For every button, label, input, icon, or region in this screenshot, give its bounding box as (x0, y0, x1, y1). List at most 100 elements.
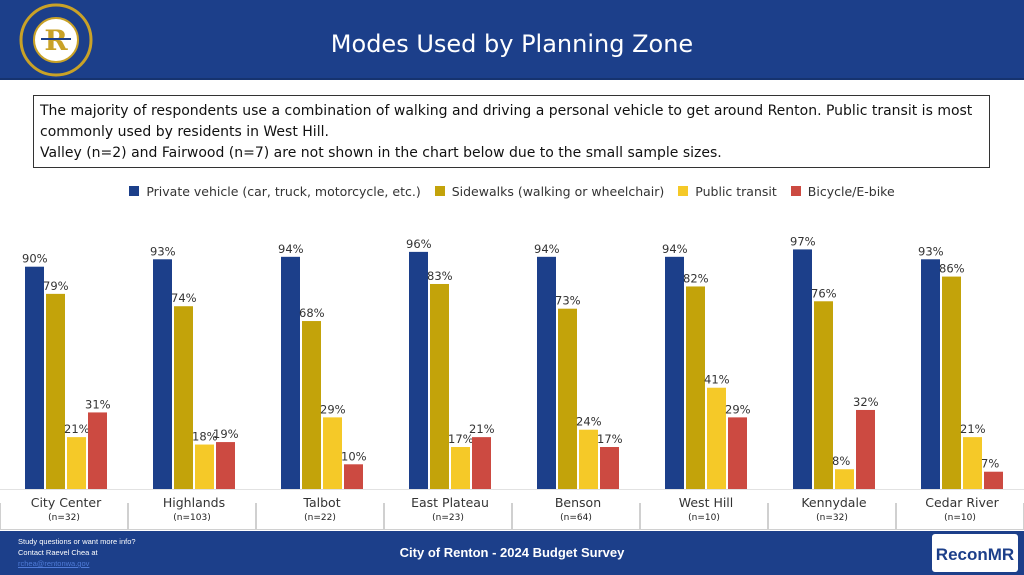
sample-size-cedar-river: (n=10) (896, 503, 1024, 530)
svg-text:ReconMR: ReconMR (936, 545, 1014, 564)
data-label-talbot-sidewalks: 68% (299, 306, 325, 320)
legend-item-private-vehicle: Private vehicle (car, truck, motorcycle,… (129, 183, 421, 199)
chart-legend: Private vehicle (car, truck, motorcycle,… (0, 182, 1024, 200)
data-label-benson-private-vehicle: 94% (534, 242, 560, 256)
data-label-east-plateau-public-transit: 17% (448, 432, 474, 446)
data-label-city-center-public-transit: 21% (64, 422, 90, 436)
data-label-city-center-private-vehicle: 90% (22, 252, 48, 266)
category-label-benson: Benson (555, 495, 601, 510)
bar-benson-private-vehicle (537, 256, 556, 489)
data-label-east-plateau-bicycle: 21% (469, 422, 495, 436)
sample-size-highlands: (n=103) (128, 503, 256, 530)
bar-talbot-sidewalks (302, 321, 321, 489)
category-label-city-center: City Center (31, 495, 102, 510)
data-label-city-center-bicycle: 31% (85, 397, 111, 411)
data-label-kennydale-private-vehicle: 97% (790, 234, 816, 248)
bar-city-center-public-transit (67, 437, 86, 489)
note-line-2: commonly used by residents in West Hill. (40, 124, 329, 140)
bar-cedar-river-private-vehicle (921, 259, 940, 489)
bar-west-hill-bicycle (728, 417, 747, 489)
legend-swatch-public-transit (678, 186, 689, 196)
bar-east-plateau-public-transit (451, 447, 470, 489)
data-label-highlands-bicycle: 19% (213, 427, 239, 441)
legend-label-sidewalks: Sidewalks (walking or wheelchair) (451, 183, 665, 199)
note-line-1: The majority of respondents use a combin… (40, 103, 973, 119)
bar-west-hill-sidewalks (686, 286, 705, 489)
sample-size-talbot: (n=22) (256, 503, 384, 530)
header-bar: R Modes Used by Planning Zone (0, 0, 1024, 80)
bar-highlands-sidewalks (174, 306, 193, 489)
bar-kennydale-private-vehicle (793, 249, 812, 489)
bar-west-hill-public-transit (707, 387, 726, 489)
bar-highlands-bicycle (216, 442, 235, 489)
category-label-talbot: Talbot (302, 495, 340, 510)
legend-label-bicycle: Bicycle/E-bike (807, 183, 895, 199)
bar-talbot-bicycle (344, 464, 363, 489)
data-label-talbot-private-vehicle: 94% (278, 242, 304, 256)
data-label-cedar-river-bicycle: 7% (981, 457, 999, 471)
bar-benson-sidewalks (558, 308, 577, 489)
data-label-highlands-public-transit: 18% (192, 430, 218, 444)
data-label-west-hill-public-transit: 41% (704, 373, 730, 387)
legend-swatch-sidewalks (434, 186, 445, 196)
sample-size-east-plateau: (n=23) (384, 503, 512, 530)
data-label-city-center-sidewalks: 79% (43, 279, 69, 293)
bar-talbot-private-vehicle (281, 256, 300, 489)
note-line-3: Valley (n=2) and Fairwood (n=7) are not … (40, 145, 722, 161)
bar-city-center-bicycle (88, 412, 107, 489)
footer-survey-title: City of Renton - 2024 Budget Survey (399, 545, 625, 560)
city-of-renton-logo: R (19, 3, 93, 77)
category-label-west-hill: West Hill (679, 495, 734, 510)
bar-east-plateau-private-vehicle (409, 251, 428, 489)
data-label-west-hill-sidewalks: 82% (683, 271, 709, 285)
data-label-west-hill-bicycle: 29% (725, 402, 751, 416)
sample-size-west-hill: (n=10) (640, 503, 768, 530)
bar-benson-public-transit (579, 429, 598, 489)
sample-size-city-center: (n=32) (0, 503, 128, 530)
bar-cedar-river-sidewalks (942, 276, 961, 489)
data-label-kennydale-bicycle: 32% (853, 395, 879, 409)
bar-talbot-public-transit (323, 417, 342, 489)
contact-line-2: Contact Raevel Chea at (18, 548, 98, 557)
legend-swatch-private-vehicle (129, 186, 140, 196)
bar-kennydale-bicycle (856, 409, 875, 489)
bar-highlands-public-transit (195, 444, 214, 489)
data-label-benson-sidewalks: 73% (555, 294, 581, 308)
data-label-benson-bicycle: 17% (597, 432, 623, 446)
data-label-cedar-river-sidewalks: 86% (939, 262, 965, 276)
data-label-talbot-bicycle: 10% (341, 449, 367, 463)
bar-city-center-private-vehicle (25, 266, 44, 489)
legend-item-public-transit: Public transit (678, 183, 777, 199)
bar-kennydale-sidewalks (814, 301, 833, 489)
category-label-east-plateau: East Plateau (411, 495, 489, 510)
legend-label-private-vehicle: Private vehicle (car, truck, motorcycle,… (146, 183, 421, 199)
bar-kennydale-public-transit (835, 469, 854, 489)
bar-cedar-river-public-transit (963, 437, 982, 489)
legend-item-sidewalks: Sidewalks (walking or wheelchair) (434, 183, 665, 199)
data-label-cedar-river-public-transit: 21% (960, 422, 986, 436)
sample-size-kennydale: (n=32) (768, 503, 896, 530)
bar-chart: 90% 79% 21% 31% City Center 93% 74% 18%19% Highl… (0, 234, 1024, 510)
summary-note: The majority of respondents use a combin… (33, 95, 990, 168)
page-title: Modes Used by Planning Zone (330, 30, 694, 58)
sample-size-row: (n=32) (n=103) (n=22) (n=23) (n=64) (n=10) (n=… (0, 503, 1024, 530)
data-label-west-hill-private-vehicle: 94% (662, 242, 688, 256)
data-label-highlands-private-vehicle: 93% (150, 244, 176, 258)
legend-item-bicycle: Bicycle/E-bike (790, 183, 895, 199)
contact-line-1: Study questions or want more info? (18, 537, 136, 546)
data-label-kennydale-sidewalks: 76% (811, 286, 837, 300)
reconmr-logo: ReconMR (932, 534, 1018, 572)
data-label-cedar-river-private-vehicle: 93% (918, 244, 944, 258)
data-label-benson-public-transit: 24% (576, 415, 602, 429)
contact-email-link[interactable]: rchea@rentonwa.gov (18, 559, 90, 568)
bar-benson-bicycle (600, 447, 619, 489)
legend-swatch-bicycle (790, 186, 801, 196)
data-label-east-plateau-sidewalks: 83% (427, 269, 453, 283)
bar-east-plateau-bicycle (472, 437, 491, 489)
svg-text:R: R (44, 24, 68, 57)
bar-west-hill-private-vehicle (665, 256, 684, 489)
contact-info: Study questions or want more info? Conta… (18, 536, 136, 569)
data-label-east-plateau-private-vehicle: 96% (406, 237, 432, 251)
data-label-highlands-sidewalks: 74% (171, 291, 197, 305)
legend-label-public-transit: Public transit (695, 183, 777, 199)
